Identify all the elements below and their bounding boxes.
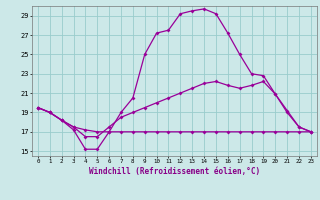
X-axis label: Windchill (Refroidissement éolien,°C): Windchill (Refroidissement éolien,°C) [89,167,260,176]
